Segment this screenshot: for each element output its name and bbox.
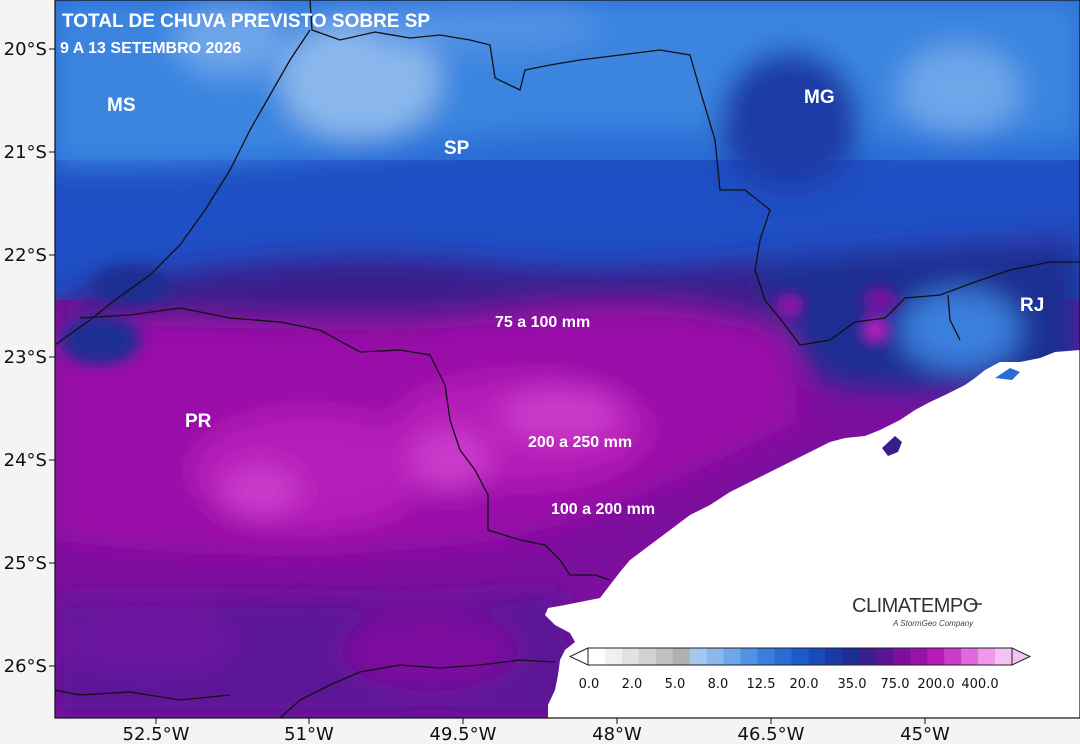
state-label-sp: SP [444,138,470,159]
colorbar-swatch [876,648,894,665]
colorbar-label: 200.0 [917,677,954,692]
colorbar-swatch [621,648,640,665]
lat-tick-label: 25°S [4,553,47,574]
colorbar-swatch [859,648,877,665]
map-title: TOTAL DE CHUVA PREVISTO SOBRE SP [62,11,430,32]
climatempo-logo: CLIMATEMPO A StormGeo Company [852,595,982,628]
state-borders [55,0,1080,718]
colorbar-swatch [944,648,962,665]
colorbar-label: 0.0 [579,677,600,692]
colorbar: 0.0 2.0 5.0 8.0 12.5 20.0 35.0 75.0 200.0 400.0 [568,647,1032,692]
lon-axis: 52.5°W 51°W 49.5°W 48°W 46.5°W 45°W [123,718,950,744]
brand-name: CLIMATEMPO [852,595,978,617]
colorbar-swatch [588,648,606,665]
colorbar-label: 20.0 [790,677,819,692]
state-label-rj: RJ [1020,295,1044,316]
colorbar-swatch [604,648,623,665]
colorbar-swatch [672,648,691,665]
region-label-75-100: 75 a 100 mm [495,314,590,331]
lon-tick-label: 52.5°W [123,724,190,744]
brand-tagline: A StormGeo Company [892,619,974,628]
state-label-ms: MS [107,95,136,116]
colorbar-swatch [808,648,826,665]
lon-tick-label: 46.5°W [738,724,805,744]
lon-tick-label: 45°W [900,724,950,744]
lon-tick-label: 51°W [284,724,334,744]
lon-tick-label: 48°W [592,724,642,744]
colorbar-swatch [740,648,759,665]
colorbar-label: 2.0 [622,677,643,692]
lat-tick-label: 23°S [4,347,47,368]
lat-tick-label: 24°S [4,450,47,471]
colorbar-swatch [689,648,708,665]
colorbar-label: 8.0 [708,677,729,692]
colorbar-swatch [638,648,657,665]
state-label-pr: PR [185,411,212,432]
colorbar-label: 35.0 [838,677,867,692]
colorbar-label: 12.5 [747,677,776,692]
colorbar-swatch [774,648,793,665]
state-label-mg: MG [804,87,835,108]
lon-tick-label: 49.5°W [430,724,497,744]
colorbar-swatch [893,648,911,665]
colorbar-swatch [995,648,1013,665]
colorbar-swatch [757,648,776,665]
map-subtitle: 9 A 13 SETEMBRO 2026 [60,40,241,57]
lat-axis: 20°S 21°S 22°S 23°S 24°S 25°S 26°S [4,39,55,677]
colorbar-label: 5.0 [665,677,686,692]
island [882,436,902,456]
colorbar-swatch [825,648,843,665]
lat-tick-label: 20°S [4,39,47,60]
colorbar-swatch [910,648,928,665]
colorbar-label: 400.0 [961,677,998,692]
colorbar-swatch [706,648,725,665]
colorbar-swatch [961,648,979,665]
plot-frame [54,0,1080,719]
lat-tick-label: 22°S [4,245,47,266]
ocean [545,350,1080,718]
colorbar-frame [587,647,1013,666]
region-label-100-200: 100 a 200 mm [551,501,655,518]
lat-tick-label: 21°S [4,142,47,163]
colorbar-swatch [655,648,674,665]
colorbar-swatch [723,648,742,665]
lat-tick-label: 26°S [4,656,47,677]
colorbar-label: 75.0 [881,677,910,692]
colorbar-swatch [842,648,860,665]
region-label-200-250: 200 a 250 mm [528,434,632,451]
colorbar-swatch [791,648,809,665]
colorbar-swatch [927,648,945,665]
plot-area: TOTAL DE CHUVA PREVISTO SOBRE SP 9 A 13 … [55,0,1080,718]
colorbar-swatch [978,648,996,665]
